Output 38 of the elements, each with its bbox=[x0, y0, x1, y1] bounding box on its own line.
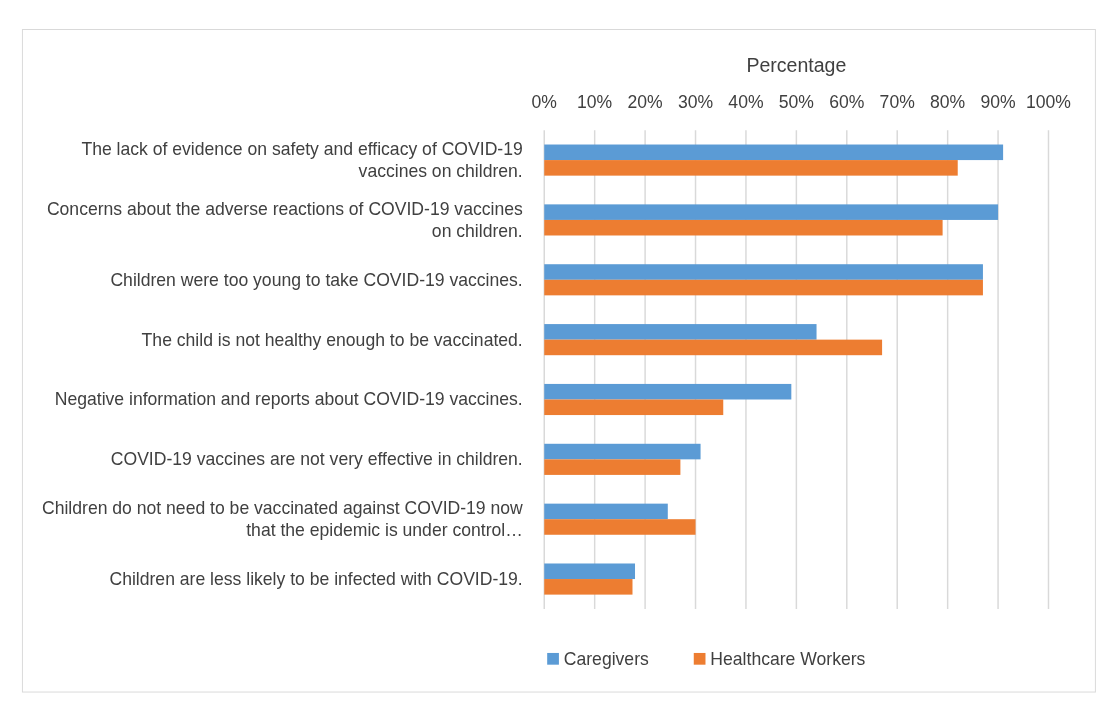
y-tick-label: The lack of evidence on safety and efficacy of COVID-19 vaccines on children. bbox=[81, 139, 523, 181]
legend-label: Caregivers bbox=[563, 648, 649, 669]
x-tick-label: 20% bbox=[627, 91, 663, 112]
x-tick-label: 80% bbox=[930, 91, 966, 112]
bar bbox=[544, 579, 633, 595]
x-tick-label: 70% bbox=[879, 91, 915, 112]
x-tick-label: 10% bbox=[577, 91, 613, 112]
y-tick-label: The child is not healthy enough to be vaccinated. bbox=[141, 329, 523, 350]
bar bbox=[544, 443, 701, 460]
bar bbox=[544, 459, 681, 475]
x-axis-title: Percentage bbox=[746, 54, 847, 77]
bar bbox=[544, 399, 724, 416]
bar bbox=[544, 339, 883, 356]
y-tick-label: Children are less likely to be infected with COVID-19. bbox=[109, 568, 523, 589]
y-tick-label: Concerns about the adverse reactions of COVID-19 vaccines on children. bbox=[46, 199, 523, 241]
x-tick-label: 90% bbox=[980, 91, 1016, 112]
bar bbox=[544, 503, 668, 520]
legend-label: Healthcare Workers bbox=[710, 648, 866, 669]
x-tick-label: 60% bbox=[829, 91, 865, 112]
bar bbox=[544, 144, 1004, 161]
bar bbox=[544, 563, 636, 580]
x-tick-label: 0% bbox=[531, 91, 557, 112]
bar bbox=[544, 279, 983, 296]
x-tick-label: 40% bbox=[728, 91, 764, 112]
bar bbox=[544, 264, 983, 280]
bar bbox=[544, 519, 696, 535]
x-tick-label: 100% bbox=[1026, 91, 1071, 112]
x-tick-label: 50% bbox=[778, 91, 814, 112]
bar bbox=[544, 219, 943, 236]
bar bbox=[544, 383, 792, 400]
bar bbox=[544, 204, 999, 220]
bar bbox=[544, 160, 958, 176]
y-tick-label: Children were too young to take COVID-19 vaccines. bbox=[110, 269, 523, 290]
x-tick-label: 30% bbox=[677, 91, 714, 112]
bar bbox=[544, 324, 817, 340]
y-tick-label: Children do not need to be vaccinated against COVID-19 now that the epidemic is under control… bbox=[41, 498, 524, 540]
y-tick-label: Negative information and reports about COVID-19 vaccines. bbox=[54, 389, 523, 410]
y-tick-label: COVID-19 vaccines are not very effective in children. bbox=[110, 449, 523, 470]
